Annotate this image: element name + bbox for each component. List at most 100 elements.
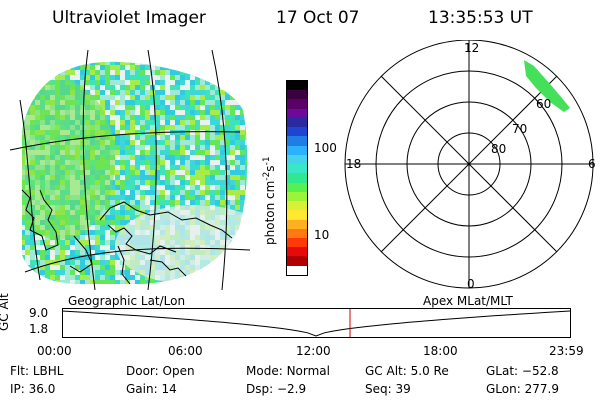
uv-pixel — [195, 180, 200, 185]
uv-pixel — [95, 225, 100, 230]
uv-pixel — [120, 135, 125, 140]
uv-pixel — [115, 155, 120, 160]
uv-pixel — [5, 170, 10, 175]
uv-pixel — [90, 75, 95, 80]
uv-pixel — [245, 135, 248, 140]
uv-pixel — [190, 120, 195, 125]
uv-pixel — [175, 140, 180, 145]
uv-pixel — [205, 195, 210, 200]
uv-pixel — [240, 240, 245, 245]
uv-pixel — [230, 190, 235, 195]
uv-pixel — [145, 40, 150, 45]
uv-pixel — [180, 105, 185, 110]
uv-pixel — [180, 61, 185, 65]
uv-pixel — [80, 270, 85, 275]
uv-pixel — [250, 270, 255, 275]
uv-pixel — [100, 210, 105, 215]
uv-pixel — [10, 275, 15, 280]
uv-pixel — [25, 100, 30, 105]
uv-pixel — [220, 75, 225, 80]
uv-pixel — [175, 55, 180, 60]
uv-pixel — [75, 65, 80, 70]
uv-pixel — [255, 140, 260, 145]
uv-pixel — [230, 175, 235, 180]
uv-pixel — [45, 240, 50, 245]
uv-pixel — [110, 235, 115, 240]
uv-pixel — [125, 65, 130, 70]
uv-pixel — [135, 170, 140, 175]
uv-pixel — [135, 180, 140, 185]
uv-pixel — [60, 65, 65, 70]
uv-pixel — [210, 275, 215, 280]
uv-pixel — [160, 155, 165, 160]
uv-pixel — [235, 70, 240, 75]
uv-pixel — [70, 50, 75, 55]
uv-pixel — [215, 55, 220, 60]
uv-pixel — [220, 270, 225, 275]
uv-pixel — [175, 170, 180, 175]
auroral-oval-segment — [524, 60, 570, 112]
uv-pixel — [90, 260, 95, 265]
uv-pixel — [10, 165, 15, 170]
uv-pixel — [20, 285, 25, 290]
uv-pixel — [35, 280, 40, 284]
uv-pixel — [0, 195, 5, 200]
uv-pixel — [165, 145, 170, 150]
uv-pixel — [145, 75, 150, 80]
uv-pixel — [145, 165, 150, 170]
uv-pixel — [65, 280, 70, 284]
uv-pixel — [210, 45, 215, 50]
uv-pixel — [50, 240, 55, 245]
uv-pixel — [175, 115, 180, 120]
uv-pixel — [170, 110, 175, 115]
uv-pixel — [235, 180, 240, 185]
uv-pixel — [120, 155, 125, 160]
uv-pixel — [220, 50, 225, 55]
uv-pixel — [30, 65, 35, 70]
uv-pixel — [40, 50, 45, 55]
uv-pixel — [25, 250, 30, 255]
uv-pixel — [175, 150, 180, 155]
uv-pixel — [135, 125, 140, 130]
uv-pixel — [180, 135, 185, 140]
colorbar-gradient — [286, 80, 308, 276]
uv-pixel — [95, 275, 100, 280]
uv-pixel — [205, 165, 210, 170]
uv-pixel — [95, 40, 100, 45]
uv-pixel — [165, 110, 170, 115]
uv-pixel — [170, 65, 175, 70]
uv-pixel — [115, 40, 120, 45]
uv-pixel — [145, 170, 150, 175]
uv-pixel — [130, 85, 135, 90]
uv-pixel — [185, 160, 190, 165]
uv-pixel — [255, 120, 260, 125]
uv-pixel — [125, 285, 130, 290]
uv-pixel — [230, 185, 235, 190]
uv-pixel — [130, 95, 135, 100]
uv-pixel — [5, 125, 10, 130]
uv-pixel — [210, 85, 215, 90]
info-flt: Flt: LBHL — [10, 364, 64, 378]
uv-pixel — [230, 265, 235, 270]
uv-pixel — [140, 175, 145, 180]
uv-pixel — [165, 61, 170, 65]
uv-pixel — [115, 100, 120, 105]
uv-pixel — [255, 230, 260, 235]
uv-pixel — [235, 75, 240, 80]
uv-pixel — [105, 40, 110, 45]
uv-pixel — [85, 255, 90, 260]
uv-pixel — [110, 205, 115, 210]
uv-pixel — [70, 45, 75, 50]
uv-pixel — [15, 270, 20, 275]
uv-pixel — [125, 185, 130, 190]
uv-pixel — [0, 175, 5, 180]
uv-pixel — [210, 155, 215, 160]
uv-pixel — [185, 55, 190, 60]
uv-pixel — [230, 130, 235, 135]
uv-pixel — [105, 50, 110, 55]
uv-pixel — [145, 80, 150, 85]
uv-pixel — [160, 70, 165, 75]
uv-pixel — [145, 50, 150, 55]
uv-pixel — [250, 75, 255, 80]
uv-pixel — [200, 140, 205, 145]
